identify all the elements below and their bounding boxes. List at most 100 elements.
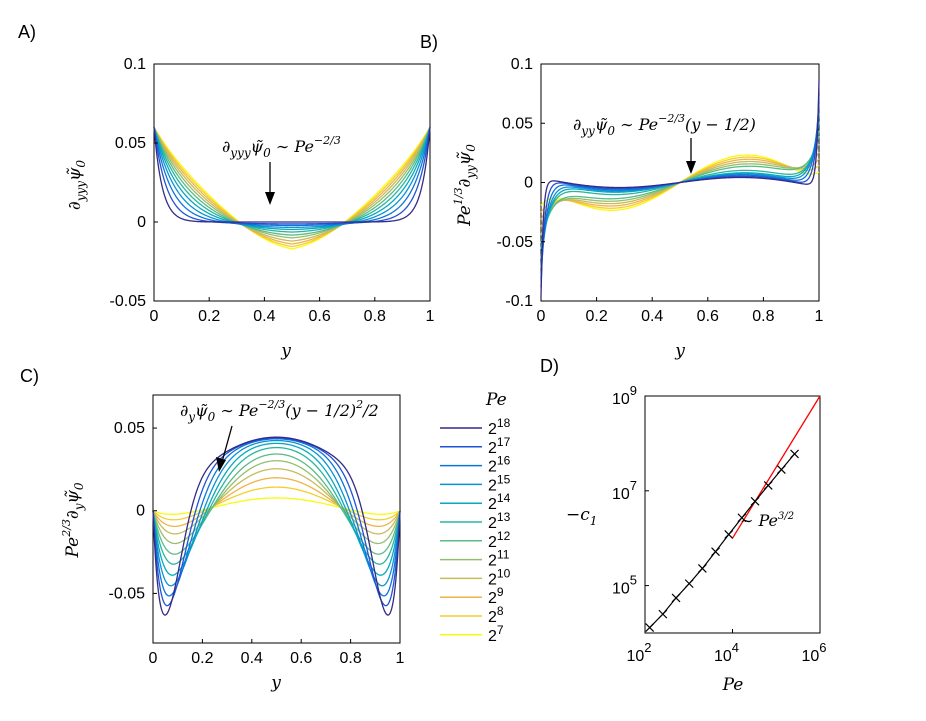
panel-c-series-2^9 [152, 477, 401, 528]
panel-d-ytick-label: 107 [612, 478, 637, 503]
panel-b-ytick-label: 0 [524, 175, 533, 192]
panel-d-fit-line [731, 395, 821, 539]
panel-b-ytick-label: -0.05 [497, 234, 534, 251]
panel-a-series-2^14 [153, 127, 431, 231]
panel-d-curves [645, 395, 821, 633]
legend-label-2^8: 28 [488, 604, 504, 626]
panel-a-xlabel: y [280, 341, 291, 361]
legend-label-2^18: 218 [488, 416, 511, 438]
panel-c-curves [152, 436, 401, 616]
panel-b-series-2^18 [540, 80, 820, 297]
legend-label-2^7: 27 [488, 623, 504, 645]
panel-a-ytick-label: 0 [137, 214, 146, 231]
panel-c-xtick-label: 0.2 [191, 650, 213, 667]
panel-a-series-2^10 [153, 126, 431, 242]
panel-c-series-2^17 [152, 437, 401, 607]
panel-c-series-2^7 [152, 497, 401, 515]
panel-c-xtick-label: 0 [149, 650, 158, 667]
panel-d-ytick-label: 105 [612, 573, 637, 598]
panel-a-ytick-label: 0.05 [115, 135, 146, 152]
panel-a-xtick-label: 0.8 [364, 308, 386, 325]
panel-c-xtick-label: 0.6 [290, 650, 312, 667]
panel-a-series-2^17 [153, 127, 431, 225]
panel-d-xtick-label: 102 [626, 640, 651, 665]
panel-b-annotation: ∂yyψ̃0 ∼ Pe−2/3(y − 1/2) [573, 112, 756, 138]
panel-label-c: C) [20, 366, 39, 386]
panel-b-ytick-label: -0.1 [505, 293, 533, 310]
panel-d-data-marker [684, 579, 694, 589]
panel-b-xlabel: y [674, 341, 685, 361]
panel-d-data-marker [790, 449, 799, 459]
panel-a-xtick-label: 0.4 [253, 308, 275, 325]
panel-a-ytick-label: 0.1 [124, 56, 146, 73]
legend-label-2^10: 210 [488, 566, 511, 588]
panel-c-series-2^16 [152, 438, 401, 597]
panel-b-arrow [686, 138, 696, 174]
panel-c-ytick-label: -0.05 [109, 585, 146, 602]
panel-c-series-2^18 [152, 436, 401, 616]
panel-d: 102 104 106 105 107 109 ∼ Pe3/2 Pe −c1 [566, 383, 827, 695]
panel-c-ytick-label: 0 [136, 503, 145, 520]
panel-b-ytick-label: 0.1 [511, 56, 533, 73]
panel-a-series-2^11 [153, 126, 431, 239]
panel-d-data-marker [697, 564, 707, 573]
legend-label-2^12: 212 [488, 529, 511, 551]
panel-d-data-marker [750, 496, 760, 506]
legend-label-2^14: 214 [488, 491, 511, 513]
panel-b-xtick-label: 0.4 [641, 308, 663, 325]
panel-d-data-marker [671, 593, 681, 603]
panel-a-series-2^13 [153, 127, 431, 233]
panel-b-xtick-label: 1 [815, 308, 824, 325]
panel-c-arrow [216, 425, 233, 472]
legend-label-2^13: 213 [488, 510, 511, 532]
panel-a-ylabel: ∂yyyψ̃0 [65, 160, 88, 210]
panel-a-xtick-label: 0.2 [198, 308, 220, 325]
panel-d-data-marker [658, 609, 668, 619]
panel-c-xlabel: y [270, 673, 281, 693]
panel-d-data-marker [724, 530, 734, 539]
panel-d-xtick-label: 104 [714, 640, 739, 665]
panel-b-xtick-label: 0.2 [585, 308, 607, 325]
panel-b-xtick-label: 0 [537, 308, 546, 325]
panel-b: 0 0.2 0.4 0.6 0.8 1 -0.1 -0.05 0 0.05 0.1 ∂yyψ̃0 ∼… [452, 56, 824, 361]
panel-c: 0 0.2 0.4 0.6 0.8 1 -0.05 0 0.05 ∂yψ̃0 ∼ Pe−2/3(… [60, 394, 405, 693]
panel-c-series-2^14 [152, 442, 401, 576]
panel-a-axes-box [153, 63, 431, 302]
panel-a-xtick-label: 1 [426, 308, 435, 325]
panel-label-b: B) [420, 32, 438, 52]
panel-c-xtick-label: 0.8 [339, 650, 361, 667]
legend-label-2^16: 216 [488, 454, 511, 476]
panel-a-xtick-label: 0 [150, 308, 159, 325]
legend-title: Pe [485, 390, 507, 410]
panel-d-xtick-label: 106 [801, 640, 826, 665]
panel-a-series-2^8 [153, 126, 431, 248]
panel-c-ytick-label: 0.05 [114, 420, 145, 437]
legend-label-2^11: 211 [488, 548, 510, 570]
panel-b-series-2^14 [540, 121, 820, 259]
legend-label-2^17: 217 [488, 435, 511, 457]
panel-b-ytick-label: 0.05 [502, 115, 533, 132]
panel-a-series-2^18 [153, 127, 431, 223]
panel-d-data-marker [776, 465, 786, 475]
panel-a-arrow [265, 162, 275, 205]
panel-c-xtick-label: 1 [396, 650, 405, 667]
legend-label-2^15: 215 [488, 472, 511, 494]
panel-c-ticks: 0 0.2 0.4 0.6 0.8 1 -0.05 0 0.05 [109, 420, 405, 667]
panel-label-a: A) [18, 22, 36, 42]
panel-c-annotation: ∂yψ̃0 ∼ Pe−2/3(y − 1/2)2/2 [180, 398, 379, 424]
panel-b-ticks: 0 0.2 0.4 0.6 0.8 1 -0.1 -0.05 0 0.05 0.1 [497, 56, 824, 325]
panel-d-data-marker [645, 623, 655, 633]
panel-c-series-2^15 [152, 439, 401, 587]
panel-c-ylabel: Pe2/3∂yψ̃0 [60, 482, 86, 558]
panel-a-series-2^9 [153, 126, 431, 245]
panel-a-curves [153, 126, 431, 250]
panel-label-d: D) [540, 356, 559, 376]
panel-d-data-marker [711, 547, 720, 557]
panel-a-series-2^12 [153, 126, 431, 236]
panel-d-xlabel: Pe [722, 675, 744, 695]
panel-a-ytick-label: -0.05 [110, 293, 147, 310]
